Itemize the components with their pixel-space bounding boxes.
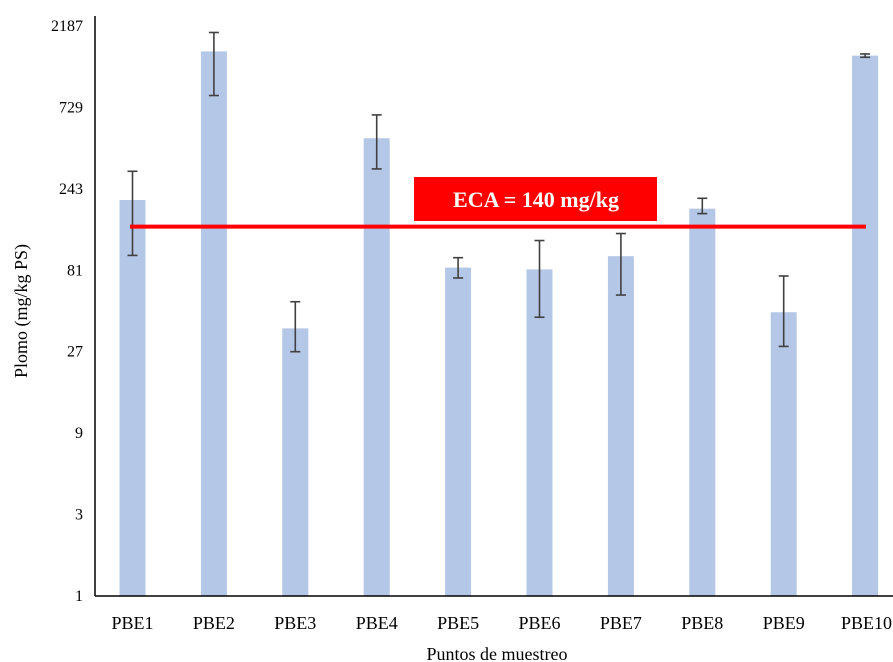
x-tick-label: PBE1 [111, 613, 153, 633]
y-tick-label: 81 [67, 262, 83, 279]
error-bar [860, 53, 871, 59]
y-tick-label: 2187 [51, 18, 83, 35]
y-tick-label: 9 [75, 425, 83, 442]
x-axis-categories: PBE1 PBE2 PBE3 PBE4 PBE5 PBE6 PBE7 PBE8 PBE9 PBE1… [111, 613, 892, 633]
y-axis-title: Plomo (mg/kg PS) [11, 244, 32, 378]
bar [770, 312, 797, 596]
x-axis-title: Puntos de muestreo [427, 644, 568, 662]
error-bar [778, 275, 789, 348]
error-bar [534, 239, 545, 319]
reference-label-box [414, 177, 657, 221]
bars [119, 51, 879, 597]
y-axis-ticks: 1 3 9 27 81 243 729 2187 [51, 18, 83, 605]
error-bar [615, 232, 626, 296]
bar [689, 208, 716, 596]
y-tick-label: 243 [59, 181, 83, 198]
x-tick-label: PBE3 [274, 613, 316, 633]
error-bar [697, 197, 708, 215]
bar [119, 200, 146, 596]
bar [526, 269, 553, 596]
reference-line-group: ECA = 140 mg/kg [130, 177, 866, 229]
x-tick-label: PBE10 [841, 613, 892, 633]
y-tick-label: 27 [67, 344, 83, 361]
x-tick-label: PBE4 [356, 613, 398, 633]
error-bars [127, 31, 871, 353]
error-bar [290, 300, 301, 353]
x-tick-label: PBE6 [518, 613, 560, 633]
error-bar [371, 114, 382, 170]
error-bar [453, 256, 464, 279]
x-tick-label: PBE5 [437, 613, 479, 633]
reference-label: ECA = 140 mg/kg [453, 187, 619, 212]
bar [282, 328, 309, 596]
x-tick-label: PBE9 [763, 613, 805, 633]
x-tick-label: PBE7 [600, 613, 642, 633]
x-tick-label: PBE8 [681, 613, 723, 633]
bar [607, 256, 634, 596]
bar [852, 55, 879, 597]
bar [445, 267, 472, 596]
error-bar [127, 170, 138, 257]
y-tick-label: 3 [75, 507, 83, 524]
y-tick-label: 729 [59, 99, 83, 116]
bar [363, 138, 390, 596]
x-tick-label: PBE2 [193, 613, 235, 633]
error-bar [208, 31, 219, 97]
y-tick-label: 1 [75, 588, 83, 605]
bar [200, 51, 227, 597]
